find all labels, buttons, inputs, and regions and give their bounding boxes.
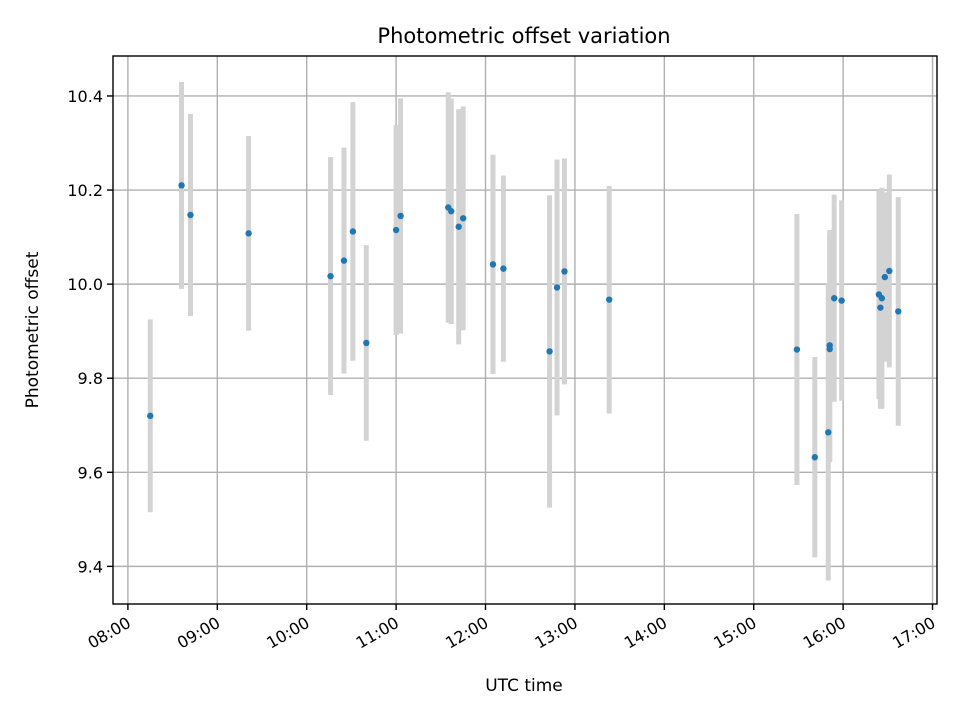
data-point (826, 345, 833, 353)
data-point (500, 265, 507, 272)
data-point (178, 182, 185, 189)
data-point (825, 429, 832, 436)
y-tick-label: 10.4 (67, 87, 103, 106)
x-tick-label: 11:00 (353, 613, 402, 653)
data-point (349, 228, 357, 235)
data-point (448, 208, 455, 215)
x-tick-label: 16:00 (800, 613, 849, 653)
x-tick-label: 12:00 (442, 613, 491, 653)
data-point (878, 295, 886, 302)
x-tick-label: 17:00 (889, 613, 938, 653)
data-point (895, 308, 902, 315)
tick-layer: 08:00 09:00 10:00 11:00 12:00 13:00 14:00 15:00… (67, 87, 938, 653)
y-tick-label: 10.2 (67, 181, 103, 200)
data-point (553, 284, 561, 291)
grid-layer (113, 56, 937, 604)
y-tick-label: 10.0 (67, 275, 103, 294)
chart-title: Photometric offset variation (377, 24, 670, 48)
data-point (838, 297, 845, 304)
x-tick-label: 10:00 (263, 613, 312, 653)
data-point (881, 273, 889, 281)
y-tick-label: 9.6 (78, 463, 103, 482)
data-point (830, 295, 838, 302)
x-tick-label: 09:00 (174, 613, 223, 653)
data-point (397, 212, 404, 220)
x-tick-label: 08:00 (84, 613, 133, 653)
data-point (793, 346, 801, 353)
plot-frame (112, 55, 938, 605)
data-point (327, 272, 334, 280)
data-point (489, 261, 497, 268)
data-point (561, 268, 568, 275)
data-point (886, 267, 893, 275)
data-point (877, 304, 884, 311)
y-axis-label: Photometric offset (23, 251, 43, 408)
y-tick-label: 9.4 (78, 557, 103, 576)
data-point (605, 296, 613, 303)
data-point (147, 412, 154, 420)
data-point (187, 211, 194, 219)
errorbar-layer (147, 81, 901, 581)
point-layer (147, 182, 902, 461)
data-point (811, 454, 819, 461)
data-point (459, 215, 467, 222)
data-point (392, 226, 400, 234)
data-point (455, 223, 462, 230)
y-tick-label: 9.8 (78, 369, 103, 388)
x-axis-label: UTC time (485, 676, 563, 696)
data-point (363, 339, 370, 347)
data-point (340, 257, 348, 264)
data-point (546, 348, 553, 355)
x-tick-label: 13:00 (531, 613, 580, 653)
x-tick-label: 14:00 (621, 613, 670, 653)
x-tick-label: 15:00 (710, 613, 759, 653)
data-point (245, 230, 252, 237)
